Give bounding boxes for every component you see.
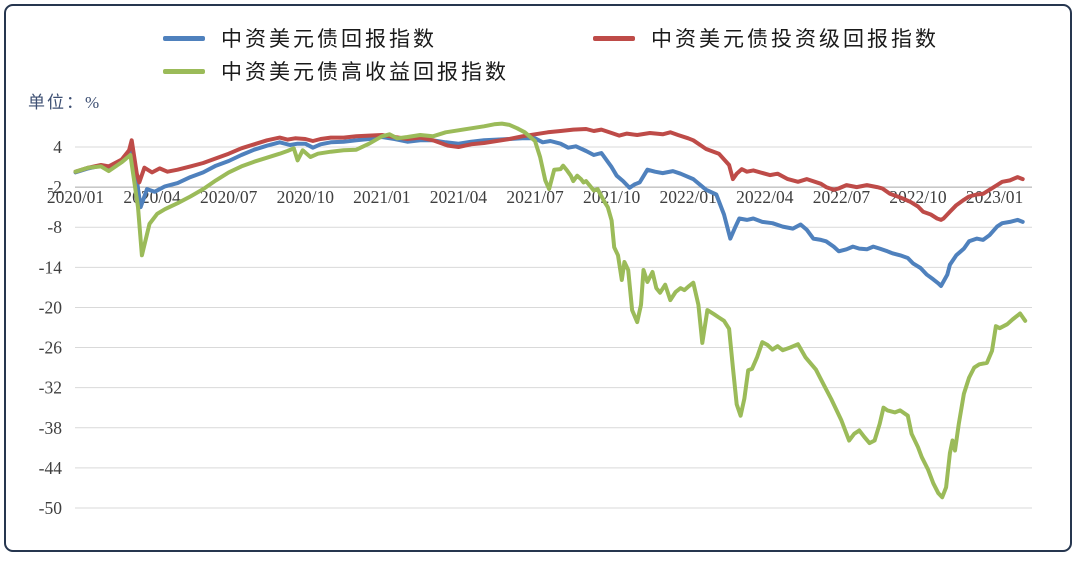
x-tick-2022-10: 2022/10 bbox=[889, 187, 947, 207]
y-axis-tick-labels: 4 -2 -8 -14 -20 -26 -32 -38 -44 -50 bbox=[39, 137, 63, 518]
line-series-0 bbox=[73, 135, 1025, 288]
x-tick-2023-01: 2023/01 bbox=[966, 187, 1023, 207]
y-tick--50: -50 bbox=[39, 498, 63, 518]
legend-item-ig-index: 中资美元债投资级回报指数 bbox=[593, 25, 939, 51]
y-tick--2: -2 bbox=[47, 177, 62, 197]
x-tick-2020-10: 2020/10 bbox=[277, 187, 335, 207]
line-series-1 bbox=[73, 127, 1025, 222]
legend-item-return-index: 中资美元债回报指数 bbox=[163, 25, 437, 51]
y-tick--38: -38 bbox=[39, 418, 63, 438]
legend-line-blue bbox=[163, 35, 205, 41]
y-tick-4: 4 bbox=[53, 137, 62, 157]
legend-label-ig-index: 中资美元债投资级回报指数 bbox=[651, 27, 939, 51]
x-axis-tick-labels: 2020/01 2020/04 2020/07 2020/10 2021/01 2021/… bbox=[47, 187, 1023, 207]
chart-series bbox=[73, 121, 1028, 500]
x-tick-2021-01: 2021/01 bbox=[353, 187, 410, 207]
y-tick--14: -14 bbox=[39, 257, 63, 277]
x-tick-2020-01: 2020/01 bbox=[47, 187, 104, 207]
chart-frame bbox=[4, 4, 1072, 552]
y-tick--32: -32 bbox=[39, 378, 62, 398]
legend-label-return-index: 中资美元债回报指数 bbox=[221, 27, 437, 51]
y-tick--44: -44 bbox=[39, 458, 63, 478]
legend-line-red bbox=[593, 35, 635, 41]
y-tick--26: -26 bbox=[39, 338, 63, 358]
x-tick-2022-04: 2022/04 bbox=[736, 187, 794, 207]
unit-label: 单位：% bbox=[28, 93, 102, 112]
x-tick-2021-04: 2021/04 bbox=[430, 187, 488, 207]
y-tick--20: -20 bbox=[39, 297, 63, 317]
x-tick-2020-07: 2020/07 bbox=[200, 187, 258, 207]
x-tick-2022-01: 2022/01 bbox=[660, 187, 717, 207]
legend-label-hy-index: 中资美元债高收益回报指数 bbox=[221, 60, 509, 84]
legend-line-green bbox=[163, 68, 205, 74]
gridlines bbox=[75, 146, 1032, 509]
x-tick-2022-07: 2022/07 bbox=[813, 187, 871, 207]
legend-item-hy-index: 中资美元债高收益回报指数 bbox=[163, 58, 509, 84]
x-tick-2021-07: 2021/07 bbox=[506, 187, 564, 207]
y-tick--8: -8 bbox=[47, 217, 62, 237]
line-series-2 bbox=[73, 121, 1028, 500]
